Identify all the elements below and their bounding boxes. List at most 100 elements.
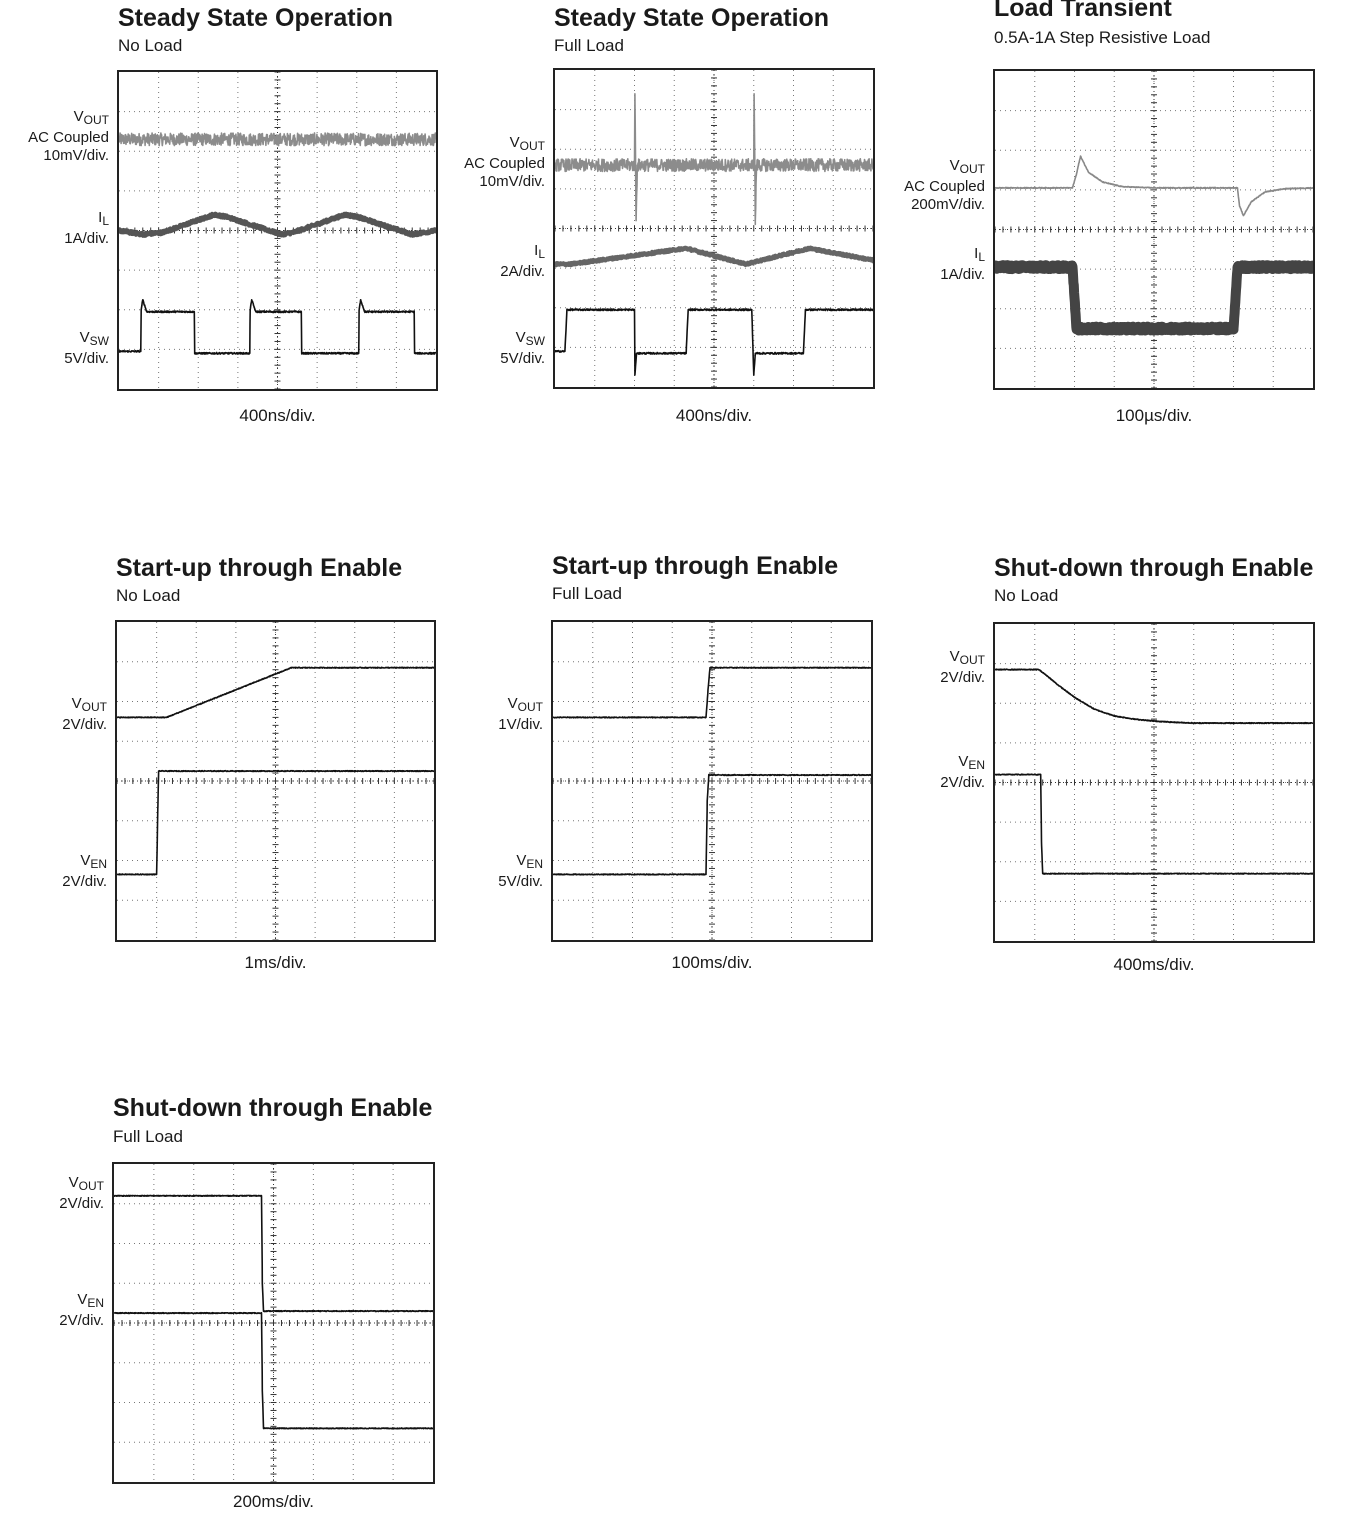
trace-ven <box>114 1311 433 1430</box>
trace-vsw <box>119 299 436 355</box>
channel-name: IL <box>500 242 545 263</box>
channel-label-vsw: VSW 5V/div. <box>500 329 545 368</box>
channel-subscript: OUT <box>78 1179 104 1193</box>
channel-subscript: EN <box>87 1296 104 1310</box>
channel-name: VEN <box>59 1291 104 1312</box>
channel-subscript: EN <box>968 758 985 772</box>
channel-label-il: IL 1A/div. <box>64 209 109 248</box>
channel-scale: 1A/div. <box>64 230 109 247</box>
grid <box>117 622 434 940</box>
scope-plot <box>555 70 873 387</box>
trace-vout <box>995 668 1313 725</box>
channel-label-vout: VOUT AC Coupled 10mV/div. <box>464 134 545 191</box>
channel-symbol: V <box>80 852 91 869</box>
channel-scale: AC Coupled <box>904 178 985 195</box>
channel-symbol: V <box>79 329 90 346</box>
timebase-label: 200ms/div. <box>233 1492 314 1511</box>
channel-scale: AC Coupled <box>28 129 109 146</box>
trace-vout <box>114 1194 433 1313</box>
scope-screen <box>115 620 436 942</box>
timebase-label: 400ns/div. <box>675 406 753 425</box>
trace-ven <box>995 773 1313 875</box>
channel-symbol: I <box>974 245 979 262</box>
channel-subscript: OUT <box>517 700 543 714</box>
channel-scale: 1V/div. <box>498 716 543 733</box>
channel-subscript: EN <box>90 857 107 871</box>
trace-vout <box>555 93 873 226</box>
channel-name: IL <box>64 209 109 230</box>
channel-name: VSW <box>500 329 545 350</box>
channel-label-vout: VOUT 1V/div. <box>498 695 543 734</box>
trace-il <box>119 211 436 238</box>
scope-screen <box>112 1162 435 1484</box>
channel-name: VEN <box>498 852 543 873</box>
channel-subscript: L <box>978 250 985 264</box>
channel-scale: 5V/div. <box>500 350 545 367</box>
channel-subscript: L <box>102 214 109 228</box>
chart-subtitle: Full Load <box>554 36 624 55</box>
channel-scale: 2V/div. <box>940 774 985 791</box>
trace-vout <box>119 132 436 147</box>
channel-subscript: OUT <box>959 653 985 667</box>
channel-scale: 10mV/div. <box>479 173 545 190</box>
channel-scale: 200mV/div. <box>911 196 985 213</box>
scope-plot <box>995 624 1313 941</box>
channel-scale: 2V/div. <box>940 669 985 686</box>
trace-vout <box>995 155 1313 217</box>
channel-label-vout: VOUT AC Coupled 200mV/div. <box>904 157 985 214</box>
scope-plot <box>553 622 871 940</box>
channel-label-ven: VEN 2V/div. <box>940 753 985 792</box>
channel-subscript: OUT <box>83 113 109 127</box>
trace-il <box>555 245 873 268</box>
channel-scale: 10mV/div. <box>43 147 109 164</box>
chart-title: Shut-down through Enable <box>113 1094 433 1122</box>
channel-label-vsw: VSW 5V/div. <box>64 329 109 368</box>
channel-name: VOUT <box>28 108 109 129</box>
channel-label-vout: VOUT 2V/div. <box>940 648 985 687</box>
channel-scale: 1A/div. <box>940 266 985 283</box>
grid <box>553 622 871 940</box>
trace-ven <box>117 769 434 876</box>
chart-subtitle: Full Load <box>552 584 622 603</box>
chart-subtitle: 0.5A-1A Step Resistive Load <box>994 28 1211 47</box>
channel-subscript: SW <box>525 334 545 348</box>
trace-ven <box>553 773 871 876</box>
channel-scale: AC Coupled <box>464 155 545 172</box>
channel-scale: 2A/div. <box>500 263 545 280</box>
chart-title: Start-up through Enable <box>116 554 403 582</box>
channel-symbol: I <box>534 242 539 259</box>
channel-name: VOUT <box>59 1174 104 1195</box>
channel-symbol: V <box>71 695 82 712</box>
channel-symbol: V <box>515 329 526 346</box>
channel-symbol: V <box>73 108 84 125</box>
channel-label-vout: VOUT 2V/div. <box>62 695 107 734</box>
chart-title: Shut-down through Enable <box>994 554 1314 582</box>
channel-scale: 2V/div. <box>59 1312 104 1329</box>
channel-symbol: V <box>958 753 969 770</box>
scope-plot <box>119 72 436 389</box>
channel-name: IL <box>940 245 985 266</box>
grid <box>995 71 1313 388</box>
scope-plot <box>117 622 434 940</box>
channel-name: VOUT <box>940 648 985 669</box>
trace-vout <box>553 666 871 719</box>
channel-symbol: V <box>507 695 518 712</box>
chart-title: Start-up through Enable <box>552 552 839 580</box>
trace-vsw <box>555 308 873 376</box>
channel-subscript: L <box>538 247 545 261</box>
scope-screen <box>993 69 1315 390</box>
chart-subtitle: No Load <box>118 36 183 55</box>
grid <box>555 70 873 387</box>
channel-label-vout: VOUT AC Coupled 10mV/div. <box>28 108 109 165</box>
channel-scale: 2V/div. <box>59 1195 104 1212</box>
channel-subscript: OUT <box>519 139 545 153</box>
channel-label-il: IL 1A/div. <box>940 245 985 284</box>
scope-screen <box>553 68 875 389</box>
channel-scale: 2V/div. <box>62 716 107 733</box>
chart-title: Load Transient <box>994 0 1172 22</box>
channel-name: VOUT <box>498 695 543 716</box>
channel-symbol: V <box>516 852 527 869</box>
chart-subtitle: No Load <box>116 586 181 605</box>
channel-name: VOUT <box>904 157 985 178</box>
channel-name: VEN <box>62 852 107 873</box>
